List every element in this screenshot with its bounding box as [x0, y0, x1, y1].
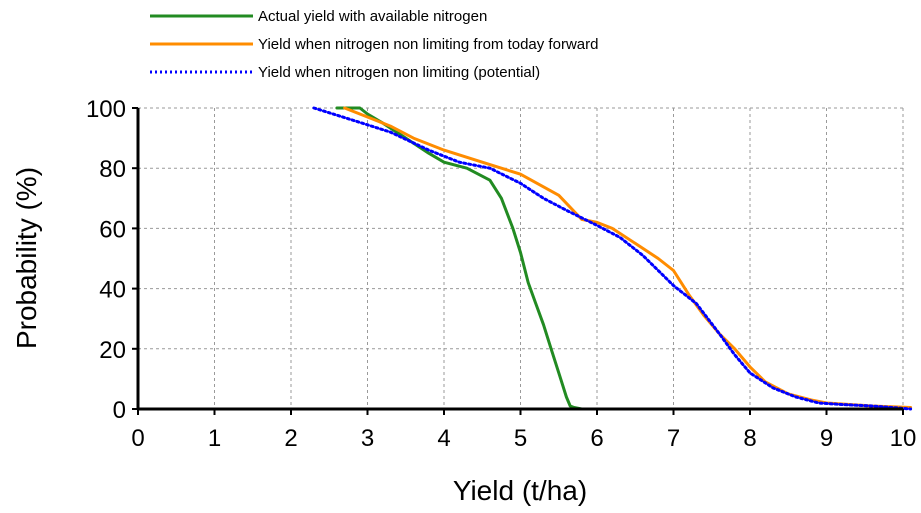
- grid: [138, 107, 904, 409]
- x-tick-label-2: 2: [284, 425, 297, 452]
- y-tick-label-0: 0: [113, 397, 126, 424]
- series-line-2: [312, 106, 913, 411]
- series-line-0: [335, 106, 584, 411]
- legend-label-nonlimiting-today: Yield when nitrogen non limiting from to…: [258, 36, 598, 53]
- x-tick-label-10: 10: [890, 425, 917, 452]
- x-axis-title: Yield (t/ha): [453, 475, 587, 506]
- y-tick-label-80: 80: [99, 156, 126, 183]
- y-tick-label-100: 100: [86, 96, 126, 123]
- x-tick-label-9: 9: [820, 425, 833, 452]
- x-tick-label-0: 0: [131, 425, 144, 452]
- x-tick-label-4: 4: [437, 425, 450, 452]
- legend-item-potential: Yield when nitrogen non limiting (potent…: [150, 64, 540, 81]
- x-tick-label-5: 5: [514, 425, 527, 452]
- legend-item-nonlimiting-today: Yield when nitrogen non limiting from to…: [150, 36, 598, 53]
- y-tick-label-40: 40: [99, 277, 126, 304]
- y-tick-label-20: 20: [99, 337, 126, 364]
- y-axis-title: Probability (%): [11, 167, 42, 349]
- legend-label-potential: Yield when nitrogen non limiting (potent…: [258, 64, 540, 81]
- x-tick-label-6: 6: [590, 425, 603, 452]
- x-tick-label-7: 7: [667, 425, 680, 452]
- x-tick-label-1: 1: [208, 425, 221, 452]
- legend: Actual yield with available nitrogen Yie…: [150, 8, 598, 81]
- x-tick-label-3: 3: [361, 425, 374, 452]
- series-group: [312, 106, 913, 411]
- legend-item-actual-yield: Actual yield with available nitrogen: [150, 8, 487, 25]
- y-tick-label-60: 60: [99, 216, 126, 243]
- legend-label-actual-yield: Actual yield with available nitrogen: [258, 8, 487, 25]
- x-tick-label-8: 8: [743, 425, 756, 452]
